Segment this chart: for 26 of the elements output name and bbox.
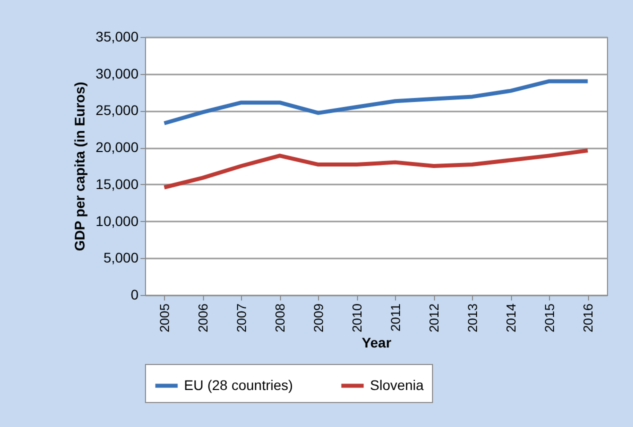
y-tick-label: 5,000 bbox=[103, 250, 139, 266]
x-tick-label: 2005 bbox=[156, 304, 172, 332]
line-series bbox=[162, 148, 590, 190]
x-tick-label: 2015 bbox=[542, 304, 557, 332]
legend-label: EU (28 countries) bbox=[184, 376, 293, 393]
x-tick-label: 2006 bbox=[195, 304, 210, 332]
x-tick-label: 2011 bbox=[388, 304, 403, 332]
legend-label: Slovenia bbox=[370, 376, 424, 393]
y-tick-label: 0 bbox=[130, 286, 139, 302]
x-axis-title: Year bbox=[362, 334, 392, 350]
y-tick-label: 35,000 bbox=[96, 28, 139, 44]
x-tick-label: 2013 bbox=[464, 304, 480, 332]
x-tick-label: 2007 bbox=[234, 304, 249, 332]
x-tick-label: 2012 bbox=[426, 304, 442, 332]
x-tick-label: 2016 bbox=[580, 304, 596, 332]
x-tick-label: 2009 bbox=[310, 304, 326, 332]
line-series bbox=[162, 79, 590, 126]
y-tick-label: 30,000 bbox=[96, 65, 139, 82]
y-tick-label: 10,000 bbox=[96, 212, 139, 229]
y-axis-title: GDP per capita (in Euros) bbox=[72, 82, 88, 252]
y-tick-label: 25,000 bbox=[96, 102, 139, 118]
x-tick-label: 2008 bbox=[272, 304, 288, 332]
x-tick-label: 2010 bbox=[349, 304, 364, 332]
y-tick-label: 15,000 bbox=[96, 176, 139, 192]
y-tick-label: 20,000 bbox=[96, 139, 139, 156]
x-tick-label: 2014 bbox=[503, 304, 518, 332]
